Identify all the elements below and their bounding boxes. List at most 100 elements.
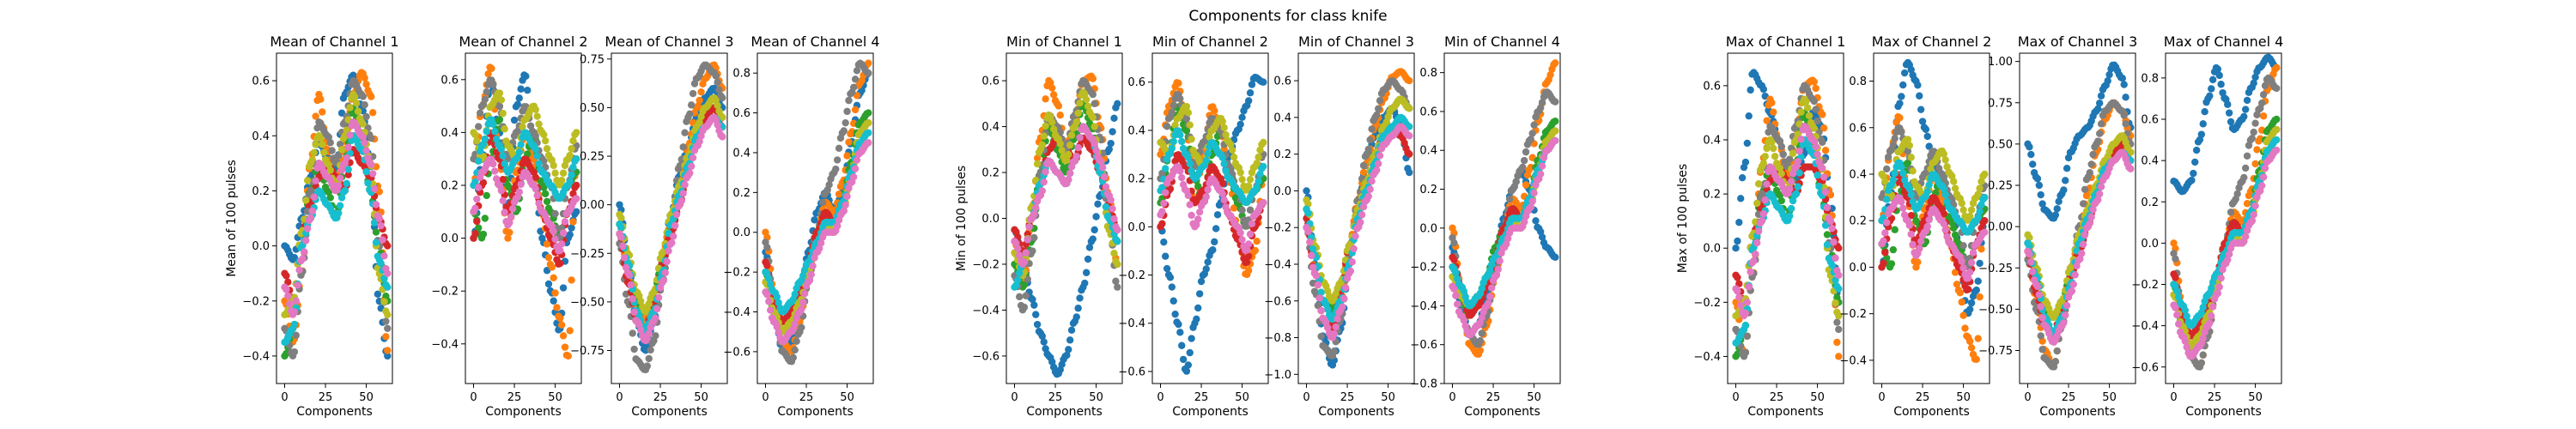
scatter-point — [1357, 218, 1364, 227]
scatter-point — [557, 321, 566, 329]
scatter-point — [1038, 332, 1047, 340]
scatter-point — [1162, 252, 1170, 260]
scatter-point — [566, 178, 574, 186]
subplot: Mean of Channel 30 25 50−0.75−0.50−0.250.0… — [570, 33, 733, 419]
scatter-point — [1244, 240, 1253, 248]
scatter-point — [379, 236, 386, 244]
scatter-point — [1821, 188, 1830, 196]
scatter-point — [1312, 272, 1321, 280]
scatter-point — [845, 96, 853, 105]
scatter-point — [1770, 144, 1777, 153]
y-tick-label: 0.2 — [732, 187, 750, 200]
scatter-point — [1072, 153, 1080, 160]
scatter-point — [1538, 162, 1546, 170]
scatter-point — [1364, 145, 1372, 154]
scatter-point — [1776, 137, 1784, 145]
scatter-point — [1787, 178, 1795, 185]
scatter-point — [1810, 78, 1818, 86]
scatter-point — [1304, 227, 1312, 236]
scatter-point — [499, 109, 507, 118]
scatter-point — [343, 154, 350, 162]
scatter-point — [619, 242, 627, 251]
scatter-point — [495, 116, 504, 124]
scatter-point — [1114, 238, 1121, 245]
scatter-point — [501, 125, 508, 133]
scatter-point — [551, 289, 559, 297]
scatter-point — [489, 120, 497, 128]
axes-frame — [1297, 52, 1415, 384]
scatter-point — [627, 281, 635, 289]
scatter-point — [689, 154, 697, 162]
scatter-point — [1204, 185, 1212, 194]
y-tick-label: 0.25 — [580, 151, 605, 164]
scatter-point — [1454, 300, 1461, 308]
scatter-point — [1374, 105, 1382, 112]
scatter-point — [359, 133, 367, 142]
scatter-point — [1182, 367, 1191, 375]
scatter-point — [1186, 201, 1194, 208]
scatter-point — [1166, 274, 1175, 281]
scatter-point — [1170, 297, 1177, 305]
y-tick-label: −0.4 — [1264, 258, 1291, 271]
scatter-point — [359, 93, 367, 100]
scatter-point — [1063, 351, 1071, 360]
scatter-point — [1256, 170, 1264, 178]
scatter-point — [556, 246, 564, 255]
scatter-point — [1158, 220, 1166, 227]
scatter-point — [336, 202, 344, 209]
scatter-point — [1048, 118, 1056, 126]
scatter-point — [617, 224, 625, 232]
subplot-grid: Mean of Channel 10 25 50−0.4−0.20.00.20.40… — [225, 33, 2283, 419]
scatter-point — [1105, 145, 1113, 154]
scatter-point — [557, 177, 566, 184]
scatter-point — [1815, 182, 1823, 190]
scatter-point — [1171, 121, 1179, 130]
scatter-point — [559, 229, 568, 237]
scatter-point — [1759, 85, 1768, 94]
scatter-point — [851, 106, 860, 114]
scatter-point — [763, 244, 771, 251]
scatter-point — [1896, 114, 1904, 122]
scatter-point — [568, 145, 575, 153]
scatter-point — [696, 118, 703, 126]
scatter-point — [1065, 150, 1072, 159]
scatter-points — [1449, 59, 1559, 359]
scatter-point — [661, 269, 669, 277]
scatter-point — [551, 235, 559, 243]
scatter-point — [696, 137, 703, 146]
scatter-point — [1958, 298, 1965, 306]
scatter-point — [1178, 341, 1186, 349]
scatter-point — [1042, 168, 1049, 176]
scatter-point — [1178, 173, 1186, 182]
scatter-point — [1743, 299, 1752, 306]
scatter-point — [1253, 160, 1261, 167]
scatter-point — [515, 94, 523, 102]
y-tick-label: −0.6 — [1118, 366, 1145, 378]
scatter-point — [368, 170, 377, 178]
scatter-point — [301, 248, 308, 256]
scatter-point — [553, 304, 561, 311]
scatter-point — [506, 219, 513, 227]
scatter-point — [849, 83, 858, 92]
scatter-point — [1972, 355, 1980, 364]
scatter-point — [1820, 124, 1828, 132]
scatter-point — [1552, 136, 1559, 145]
scatter-point — [1076, 134, 1084, 142]
scatter-point — [1184, 154, 1193, 161]
scatter-point — [499, 152, 507, 160]
scatter-point — [763, 291, 771, 299]
y-tick-label: 0.8 — [1419, 67, 1437, 80]
scatter-point — [865, 118, 872, 127]
scatter-point — [1065, 346, 1072, 353]
scatter-point — [1202, 265, 1210, 273]
scatter-point — [382, 317, 390, 325]
scatter-point — [1832, 254, 1839, 262]
scatter-point — [1056, 140, 1064, 148]
x-axis-label: Components — [1464, 405, 1540, 419]
scatter-point — [1797, 108, 1805, 116]
scatter-point — [853, 156, 861, 164]
scatter-point — [637, 297, 645, 305]
y-tick-label: −0.2 — [1118, 269, 1145, 282]
scatter-point — [1406, 104, 1413, 112]
scatter-point — [497, 96, 506, 104]
